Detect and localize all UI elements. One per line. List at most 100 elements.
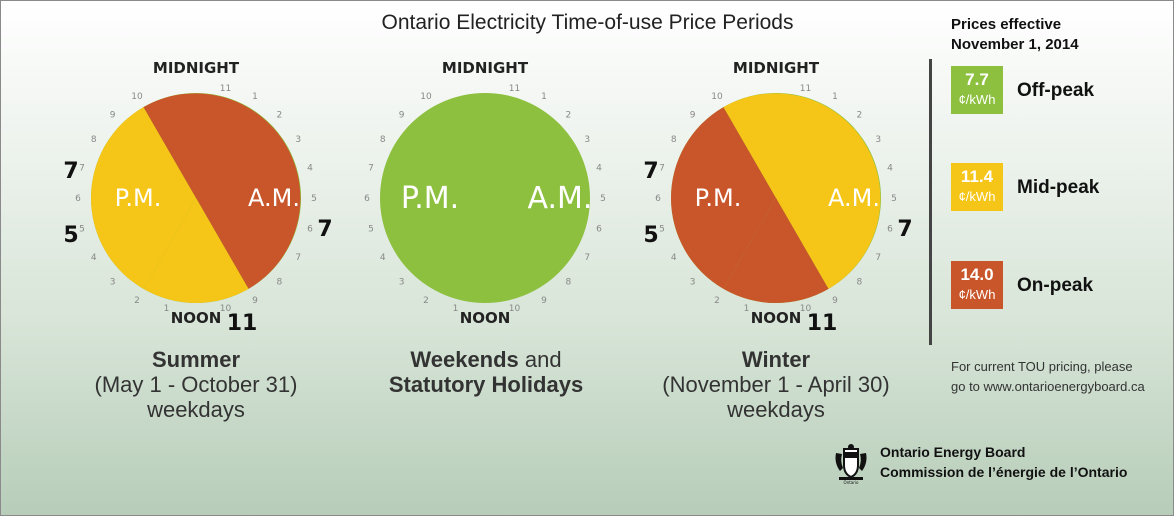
summer-caption: Summer (May 1 - October 31) weekdays xyxy=(61,347,331,422)
pm-label: P.M. xyxy=(695,184,742,212)
hour-tick-label: 8 xyxy=(857,277,863,287)
off-peak-unit: ¢/kWh xyxy=(958,92,996,107)
off-peak-label: Off-peak xyxy=(1017,80,1095,101)
hour-tick-label: 2 xyxy=(714,296,720,306)
boundary-5pm-label: 5 xyxy=(643,223,658,248)
hour-tick-label: 1 xyxy=(252,92,258,102)
summer-caption-weekdays: weekdays xyxy=(147,397,245,422)
winter-caption: Winter (November 1 - April 30) weekdays xyxy=(641,347,911,422)
off-peak-price-swatch: 7.7 ¢/kWh xyxy=(951,66,1003,114)
summer-caption-dates: (May 1 - October 31) xyxy=(94,372,298,397)
hour-tick-label: 3 xyxy=(584,135,590,145)
weekend-clock-chart: 111234567891012345678910MIDNIGHTNOONP.M.… xyxy=(364,59,606,327)
mid-peak-price: 11.4 xyxy=(960,167,994,186)
hour-tick-label: 4 xyxy=(887,164,893,174)
pie-slice-off-peak xyxy=(380,93,590,303)
midnight-label: MIDNIGHT xyxy=(153,59,240,77)
on-peak-price: 14.0 xyxy=(960,265,994,284)
weekend-caption-line1: Weekends and xyxy=(410,347,562,372)
mid-peak-price-swatch: 11.4 ¢/kWh xyxy=(951,163,1003,211)
boundary-7pm-label: 7 xyxy=(63,159,78,184)
hour-tick-label: 3 xyxy=(875,135,881,145)
boundary-11am-label: 11 xyxy=(227,311,258,336)
hour-tick-label: 10 xyxy=(131,92,143,102)
mid-peak-unit: ¢/kWh xyxy=(958,189,996,204)
on-peak-label: On-peak xyxy=(1017,275,1094,296)
hour-tick-label: 2 xyxy=(857,111,863,121)
hour-tick-label: 7 xyxy=(368,164,374,174)
org-name-fr: Commission de l’énergie de l’Ontario xyxy=(880,464,1128,480)
hour-tick-label: 9 xyxy=(690,111,696,121)
hour-tick-label: 11 xyxy=(509,84,520,94)
hour-tick-label: 11 xyxy=(220,84,231,94)
boundary-7am-label: 7 xyxy=(897,217,912,242)
boundary-11am-label: 11 xyxy=(807,311,838,336)
hour-tick-label: 5 xyxy=(368,225,374,235)
boundary-5pm-label: 5 xyxy=(63,223,78,248)
ontario-coat-of-arms-icon: Ontario xyxy=(835,444,867,485)
hour-tick-label: 9 xyxy=(832,296,838,306)
boundary-7pm-label: 7 xyxy=(643,159,658,184)
org-name-en: Ontario Energy Board xyxy=(880,444,1026,460)
hour-tick-label: 1 xyxy=(453,304,459,314)
hour-tick-label: 3 xyxy=(110,277,116,287)
hour-tick-label: 10 xyxy=(509,304,521,314)
noon-label: NOON xyxy=(171,309,222,327)
on-peak-price-swatch: 14.0 ¢/kWh xyxy=(951,261,1003,309)
hour-tick-label: 6 xyxy=(364,194,370,204)
hour-tick-label: 8 xyxy=(91,135,97,145)
hour-tick-label: 5 xyxy=(79,225,85,235)
hour-tick-label: 1 xyxy=(832,92,838,102)
hour-tick-label: 5 xyxy=(891,194,897,204)
pie-slice-on-peak xyxy=(143,93,301,289)
mid-peak-label: Mid-peak xyxy=(1017,177,1100,198)
hour-tick-label: 2 xyxy=(566,111,572,121)
weekend-caption-line2: Statutory Holidays xyxy=(388,372,584,397)
hour-tick-label: 10 xyxy=(220,304,232,314)
hour-tick-label: 4 xyxy=(596,164,602,174)
noon-label: NOON xyxy=(751,309,802,327)
hour-tick-label: 6 xyxy=(75,194,81,204)
pie-slice-on-peak xyxy=(671,107,776,289)
pm-label: P.M. xyxy=(401,181,459,216)
hour-tick-label: 1 xyxy=(541,92,547,102)
off-peak-price: 7.7 xyxy=(965,70,989,89)
hour-tick-label: 5 xyxy=(311,194,317,204)
hour-tick-label: 10 xyxy=(800,304,812,314)
divider xyxy=(929,59,932,345)
hour-tick-label: 6 xyxy=(596,225,602,235)
hour-tick-label: 8 xyxy=(566,277,572,287)
hour-tick-label: 6 xyxy=(307,225,313,235)
winter-caption-title: Winter xyxy=(741,347,811,372)
hour-tick-label: 7 xyxy=(659,164,665,174)
boundary-7am-label: 7 xyxy=(317,217,332,242)
pie-slice-on-peak xyxy=(723,198,829,303)
pie-slice-mid-peak xyxy=(143,198,249,303)
summer-clock-chart: 111234567891012345678910MIDNIGHTNOONP.M.… xyxy=(63,59,332,336)
winter-caption-dates: (November 1 - April 30) xyxy=(662,372,890,397)
hour-tick-label: 5 xyxy=(600,194,606,204)
hour-tick-label: 8 xyxy=(277,277,283,287)
hour-tick-label: 3 xyxy=(295,135,301,145)
pricing-note: For current TOU pricing, please go to ww… xyxy=(951,359,1145,394)
hour-tick-label: 7 xyxy=(584,253,590,263)
hour-tick-label: 3 xyxy=(690,277,696,287)
hour-tick-label: 2 xyxy=(134,296,140,306)
pie-slice-mid-peak xyxy=(91,107,196,289)
hour-tick-label: 2 xyxy=(277,111,283,121)
winter-clock-chart: 111234567891012345678910MIDNIGHTNOONP.M.… xyxy=(643,59,912,336)
hour-tick-label: 7 xyxy=(875,253,881,263)
svg-text:Ontario: Ontario xyxy=(844,480,859,485)
noon-label: NOON xyxy=(460,309,511,327)
pie-slice-mid-peak xyxy=(723,93,881,289)
hour-tick-label: 4 xyxy=(671,253,677,263)
am-label: A.M. xyxy=(528,181,593,216)
hour-tick-label: 9 xyxy=(399,111,405,121)
hour-tick-label: 6 xyxy=(655,194,661,204)
chart-title: Ontario Electricity Time-of-use Price Pe… xyxy=(381,11,794,34)
midnight-label: MIDNIGHT xyxy=(733,59,820,77)
hour-tick-label: 8 xyxy=(671,135,677,145)
weekend-caption: Weekends and Statutory Holidays xyxy=(351,347,621,397)
hour-tick-label: 7 xyxy=(295,253,301,263)
